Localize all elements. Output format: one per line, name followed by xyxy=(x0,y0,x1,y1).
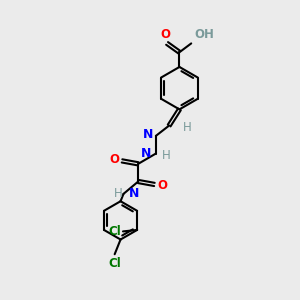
Text: O: O xyxy=(109,153,119,166)
Text: O: O xyxy=(160,28,170,41)
Text: O: O xyxy=(158,179,167,192)
Text: N: N xyxy=(142,128,153,141)
Text: H: H xyxy=(114,188,123,200)
Text: H: H xyxy=(162,149,171,162)
Text: OH: OH xyxy=(194,28,214,41)
Text: N: N xyxy=(129,188,139,200)
Text: Cl: Cl xyxy=(108,257,121,270)
Text: N: N xyxy=(141,147,152,160)
Text: Cl: Cl xyxy=(108,225,121,238)
Text: H: H xyxy=(182,121,191,134)
